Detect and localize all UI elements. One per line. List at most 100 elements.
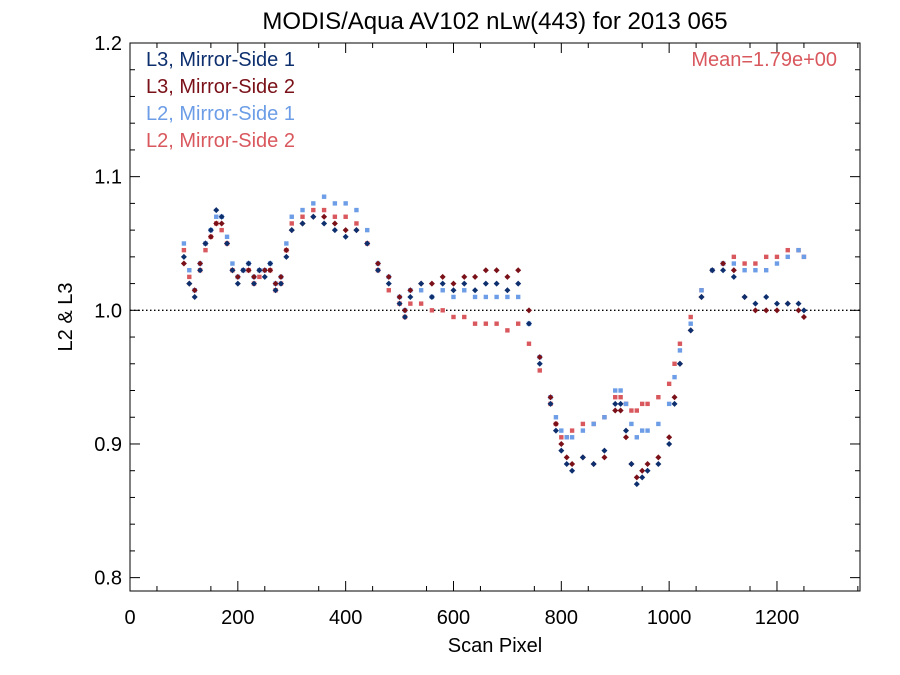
- data-point: [785, 247, 790, 253]
- y-tick-label: 1.0: [94, 300, 122, 322]
- data-point: [261, 267, 268, 274]
- data-point: [709, 267, 716, 274]
- data-point: [251, 273, 258, 280]
- data-point: [197, 260, 204, 267]
- data-point: [618, 394, 623, 400]
- legend-entry-l3-ms2: L3, Mirror-Side 2: [146, 76, 295, 98]
- data-point: [310, 213, 317, 220]
- data-point: [666, 440, 673, 447]
- data-point: [272, 287, 279, 294]
- data-point: [439, 273, 446, 280]
- data-point: [483, 294, 489, 300]
- y-tick-label: 1.1: [94, 167, 122, 189]
- data-point: [186, 280, 193, 287]
- data-point: [342, 233, 349, 240]
- data-point: [800, 307, 807, 314]
- data-point: [741, 293, 748, 300]
- data-point: [505, 294, 510, 300]
- data-point: [321, 213, 328, 220]
- data-point: [461, 280, 468, 287]
- data-point: [800, 314, 807, 320]
- data-point: [450, 280, 457, 287]
- data-point: [311, 207, 316, 213]
- legend-entry-l2-ms2: L2, Mirror-Side 2: [146, 130, 295, 152]
- data-point: [267, 267, 274, 274]
- data-point: [299, 220, 306, 227]
- data-point: [472, 294, 478, 300]
- data-point: [612, 407, 619, 414]
- data-point: [742, 268, 747, 273]
- data-point: [629, 421, 634, 427]
- data-point: [569, 428, 575, 433]
- data-point: [618, 388, 623, 393]
- data-point: [645, 401, 650, 407]
- data-point: [634, 408, 639, 413]
- data-point: [353, 227, 360, 234]
- data-point: [342, 227, 349, 234]
- x-axis-tick-labels: 0 200 400 600 800 1000 1200: [124, 607, 799, 629]
- data-point: [525, 307, 532, 314]
- data-point: [385, 280, 392, 287]
- data-point: [187, 274, 192, 280]
- data-point: [440, 288, 445, 293]
- data-point: [462, 314, 467, 320]
- data-point: [666, 401, 672, 407]
- data-point: [429, 308, 435, 313]
- data-point: [229, 267, 236, 274]
- data-point: [628, 461, 635, 468]
- data-point: [504, 273, 511, 280]
- data-point: [472, 287, 479, 294]
- data-point: [639, 474, 646, 481]
- data-point: [796, 247, 801, 253]
- data-point: [300, 207, 305, 213]
- series-0: [180, 207, 807, 488]
- data-point: [633, 474, 640, 481]
- data-point: [612, 400, 619, 407]
- y-tick-label: 0.9: [94, 434, 122, 456]
- data-point: [795, 300, 802, 307]
- data-point: [547, 394, 554, 401]
- data-point: [181, 241, 187, 246]
- data-point: [234, 273, 241, 280]
- data-point: [590, 461, 597, 468]
- data-point: [472, 321, 478, 326]
- data-point: [752, 307, 759, 314]
- data-point: [289, 214, 294, 219]
- data-point: [536, 360, 543, 367]
- data-point: [579, 454, 586, 461]
- data-point: [407, 287, 414, 294]
- data-point: [731, 254, 737, 260]
- data-point: [289, 221, 294, 226]
- y-axis-label: L2 & L3: [55, 283, 77, 352]
- data-point: [671, 394, 678, 401]
- data-point: [202, 240, 209, 247]
- data-point: [450, 287, 457, 294]
- data-point: [284, 241, 289, 246]
- data-point: [656, 394, 661, 400]
- data-point: [283, 253, 290, 260]
- data-point: [197, 267, 204, 274]
- data-point: [321, 207, 327, 213]
- data-point: [763, 268, 769, 273]
- data-point: [207, 227, 214, 234]
- data-point: [180, 260, 187, 267]
- data-point: [580, 421, 586, 427]
- data-point: [752, 300, 759, 307]
- data-point: [774, 254, 780, 260]
- data-point: [613, 388, 618, 393]
- data-point: [331, 220, 338, 227]
- data-point: [191, 287, 198, 294]
- data-point: [332, 201, 338, 206]
- plot-area: [129, 42, 861, 592]
- data-point: [763, 307, 770, 314]
- data-point: [401, 314, 408, 320]
- data-point: [461, 273, 468, 280]
- data-point: [656, 421, 661, 427]
- data-point: [321, 220, 328, 227]
- y-tick-label: 0.8: [94, 568, 122, 590]
- data-point: [698, 293, 705, 300]
- data-point: [494, 294, 499, 300]
- data-point: [245, 267, 252, 274]
- data-point: [203, 247, 208, 253]
